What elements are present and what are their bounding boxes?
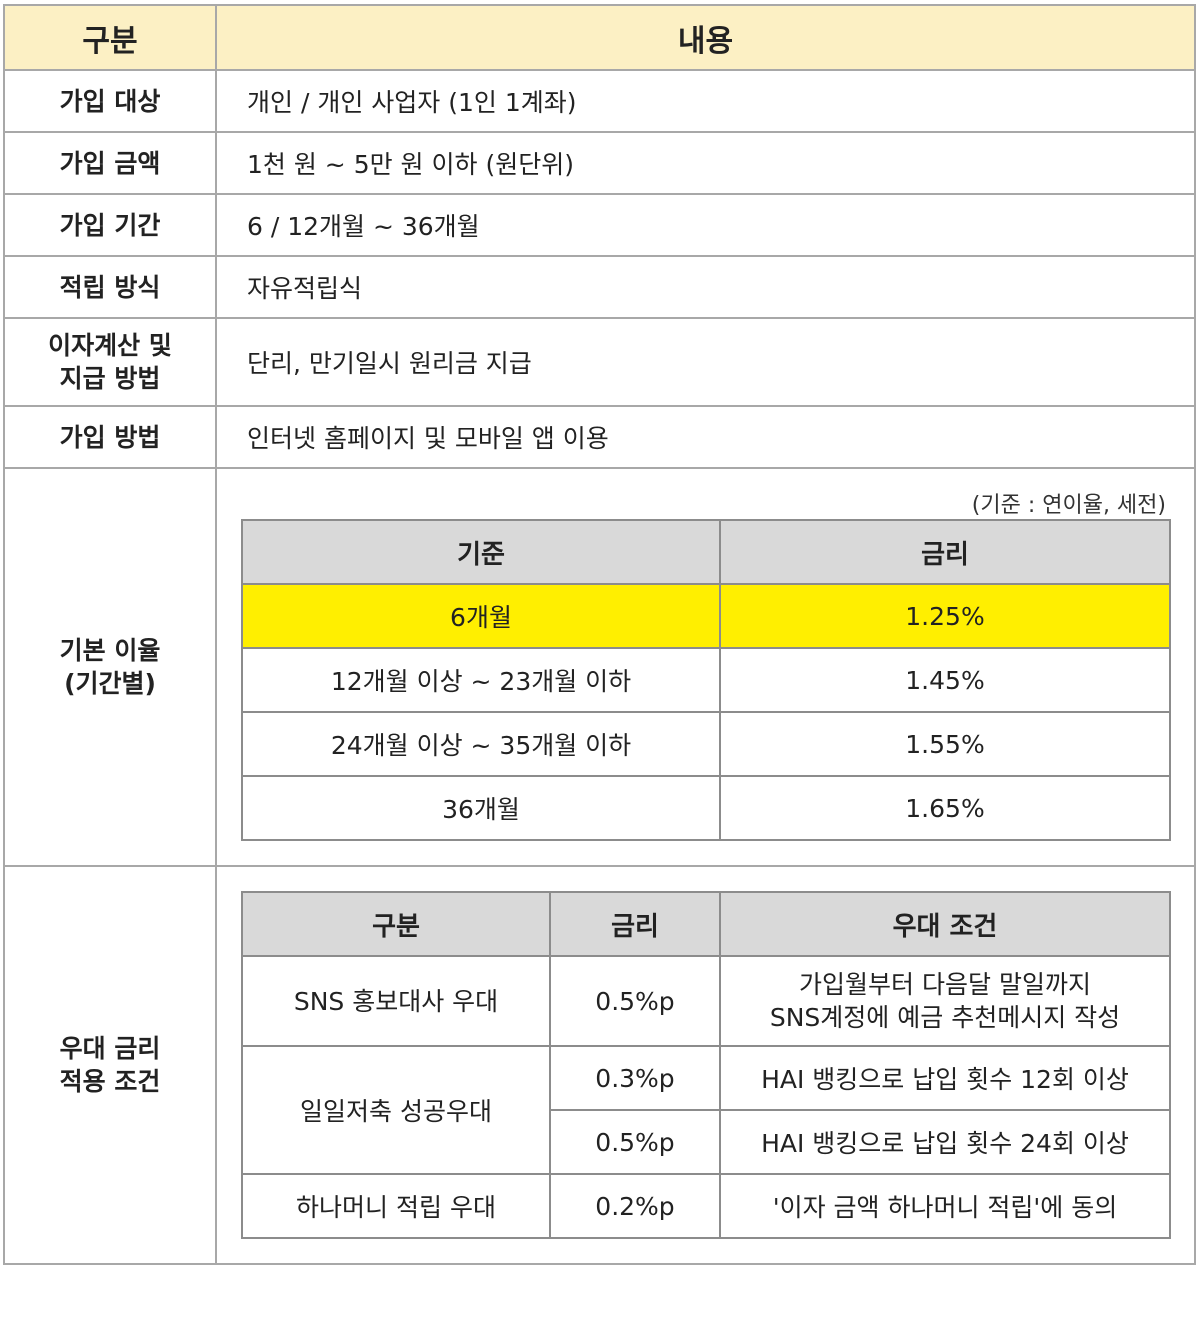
signup-method-label: 가입 방법 <box>3 405 217 469</box>
pref-sns-condition-line1: 가입월부터 다음달 말일까지 <box>799 970 1091 999</box>
base-rate-label: 기본 이율 (기간별) <box>3 467 217 867</box>
pref-daily-rate-2: 0.5%p <box>549 1109 721 1175</box>
interest-payment-value: 단리, 만기일시 원리금 지급 <box>215 317 1196 407</box>
base-rate-label-line1: 기본 이율 <box>59 636 161 665</box>
interest-payment-label-line1: 이자계산 및 <box>48 331 172 360</box>
pref-sns-name: SNS 홍보대사 우대 <box>241 955 551 1047</box>
preferential-rate-label: 우대 금리 적용 조건 <box>3 865 217 1265</box>
preferential-rate-label-line1: 우대 금리 <box>59 1034 161 1063</box>
eligibility-label: 가입 대상 <box>3 69 217 133</box>
pref-row-hana: 하나머니 적립 우대 0.2%p '이자 금액 하나머니 적립'에 동의 <box>241 1173 1171 1239</box>
rate-basis-note: (기준 : 연이율, 세전) <box>971 493 1166 518</box>
rate-cell: 1.55% <box>719 711 1171 777</box>
period-cell: 12개월 이상 ~ 23개월 이하 <box>241 647 721 713</box>
header-content: 내용 <box>215 4 1196 71</box>
preferential-rate-table: 구분 금리 우대 조건 SNS 홍보대사 우대 0.5%p 가입월부터 다음달 … <box>241 891 1171 1239</box>
preferential-rate-cell: 구분 금리 우대 조건 SNS 홍보대사 우대 0.5%p 가입월부터 다음달 … <box>215 865 1196 1265</box>
pref-sns-condition: 가입월부터 다음달 말일까지 SNS계정에 예금 추천메시지 작성 <box>719 955 1171 1047</box>
pref-header-condition: 우대 조건 <box>719 891 1171 957</box>
base-rate-label-line2: (기간별) <box>64 669 156 698</box>
pref-sns-rate: 0.5%p <box>549 955 721 1047</box>
base-rate-row-highlighted: 6개월 1.25% <box>241 583 1171 649</box>
period-cell: 36개월 <box>241 775 721 841</box>
amount-value: 1천 원 ~ 5만 원 이하 (원단위) <box>215 131 1196 195</box>
rate-cell: 1.25% <box>719 583 1171 649</box>
pref-daily-condition-2: HAI 뱅킹으로 납입 횟수 24회 이상 <box>719 1109 1171 1175</box>
preferential-rate-label-line2: 적용 조건 <box>59 1067 161 1096</box>
base-rate-header-period: 기준 <box>241 519 721 585</box>
pref-daily-condition-1: HAI 뱅킹으로 납입 횟수 12회 이상 <box>719 1045 1171 1111</box>
pref-daily-name: 일일저축 성공우대 <box>241 1045 551 1175</box>
base-rate-row: 12개월 이상 ~ 23개월 이하 1.45% <box>241 647 1171 713</box>
pref-row-daily-2: 0.5%p HAI 뱅킹으로 납입 횟수 24회 이상 <box>242 1109 1171 1175</box>
interest-payment-label-line2: 지급 방법 <box>59 364 161 393</box>
term-label: 가입 기간 <box>3 193 217 257</box>
base-rate-row: 24개월 이상 ~ 35개월 이하 1.55% <box>241 711 1171 777</box>
amount-label: 가입 금액 <box>3 131 217 195</box>
pref-hana-condition: '이자 금액 하나머니 적립'에 동의 <box>719 1173 1171 1239</box>
signup-method-value: 인터넷 홈페이지 및 모바일 앱 이용 <box>215 405 1196 469</box>
pref-hana-rate: 0.2%p <box>549 1173 721 1239</box>
pref-row-daily-1: 일일저축 성공우대 0.3%p HAI 뱅킹으로 납입 횟수 12회 이상 <box>241 1045 1171 1175</box>
rate-cell: 1.65% <box>719 775 1171 841</box>
header-category: 구분 <box>3 4 217 71</box>
base-rate-row: 36개월 1.65% <box>241 775 1171 841</box>
pref-header-rate: 금리 <box>549 891 721 957</box>
eligibility-value: 개인 / 개인 사업자 (1인 1계좌) <box>215 69 1196 133</box>
pref-row-sns: SNS 홍보대사 우대 0.5%p 가입월부터 다음달 말일까지 SNS계정에 … <box>241 955 1171 1047</box>
base-rate-cell: (기준 : 연이율, 세전) 기준 금리 6개월 1.25% 12개월 이상 ~… <box>215 467 1196 867</box>
pref-sns-condition-line2: SNS계정에 예금 추천메시지 작성 <box>769 1003 1121 1032</box>
pref-header-category: 구분 <box>241 891 551 957</box>
pref-hana-name: 하나머니 적립 우대 <box>241 1173 551 1239</box>
rate-cell: 1.45% <box>719 647 1171 713</box>
interest-payment-label: 이자계산 및 지급 방법 <box>3 317 217 407</box>
period-cell: 6개월 <box>241 583 721 649</box>
savings-method-value: 자유적립식 <box>215 255 1196 319</box>
period-cell: 24개월 이상 ~ 35개월 이하 <box>241 711 721 777</box>
product-info-table: 구분 내용 가입 대상 개인 / 개인 사업자 (1인 1계좌) 가입 금액 1… <box>3 4 1196 1265</box>
base-rate-table: 기준 금리 6개월 1.25% 12개월 이상 ~ 23개월 이하 1.45% … <box>241 519 1171 841</box>
base-rate-header-rate: 금리 <box>719 519 1171 585</box>
pref-daily-rate-1: 0.3%p <box>549 1045 721 1111</box>
term-value: 6 / 12개월 ~ 36개월 <box>215 193 1196 257</box>
savings-method-label: 적립 방식 <box>3 255 217 319</box>
